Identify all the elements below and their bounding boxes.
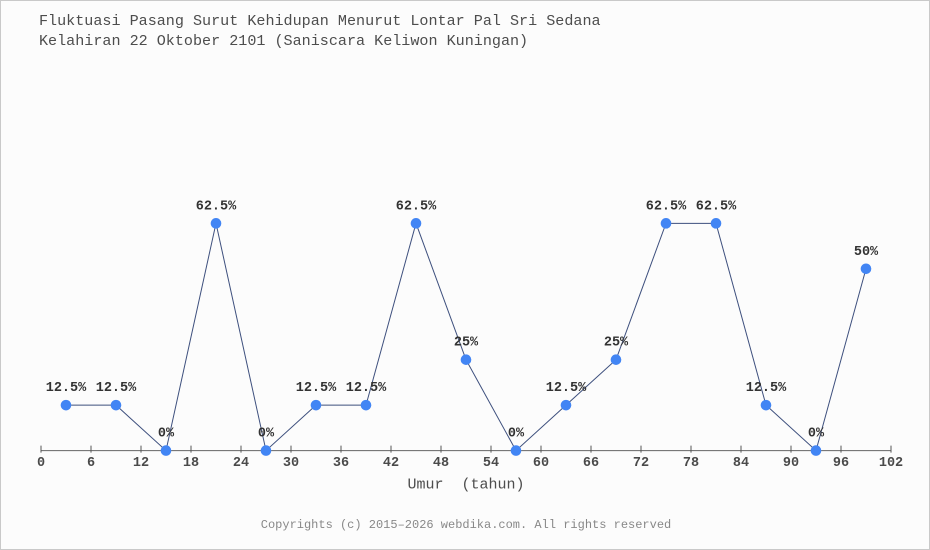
- svg-text:12.5%: 12.5%: [346, 381, 387, 396]
- svg-text:60: 60: [533, 456, 549, 471]
- svg-text:66: 66: [583, 456, 599, 471]
- svg-text:0%: 0%: [808, 427, 825, 442]
- svg-text:36: 36: [333, 456, 349, 471]
- svg-text:12.5%: 12.5%: [296, 381, 337, 396]
- svg-text:30: 30: [283, 456, 299, 471]
- svg-text:12.5%: 12.5%: [96, 381, 137, 396]
- svg-text:62.5%: 62.5%: [646, 199, 687, 214]
- svg-text:18: 18: [183, 456, 199, 471]
- svg-text:90: 90: [783, 456, 799, 471]
- svg-text:62.5%: 62.5%: [696, 199, 737, 214]
- svg-text:84: 84: [733, 456, 749, 471]
- svg-text:25%: 25%: [604, 336, 629, 351]
- svg-text:102: 102: [879, 456, 903, 471]
- svg-text:72: 72: [633, 456, 649, 471]
- svg-text:96: 96: [833, 456, 849, 471]
- svg-text:12.5%: 12.5%: [46, 381, 87, 396]
- svg-text:78: 78: [683, 456, 699, 471]
- svg-text:Umur (tahun): Umur (tahun): [407, 477, 524, 494]
- svg-text:54: 54: [483, 456, 499, 471]
- svg-text:42: 42: [383, 456, 399, 471]
- svg-text:0%: 0%: [258, 427, 275, 442]
- svg-text:50%: 50%: [854, 245, 879, 260]
- svg-text:0%: 0%: [158, 427, 175, 442]
- svg-text:0%: 0%: [508, 427, 525, 442]
- svg-text:25%: 25%: [454, 336, 479, 351]
- svg-text:0: 0: [37, 456, 45, 471]
- svg-text:12: 12: [133, 456, 149, 471]
- svg-text:48: 48: [433, 456, 449, 471]
- svg-text:6: 6: [87, 456, 95, 471]
- svg-text:12.5%: 12.5%: [546, 381, 587, 396]
- svg-text:62.5%: 62.5%: [396, 199, 437, 214]
- svg-text:12.5%: 12.5%: [746, 381, 787, 396]
- svg-text:24: 24: [233, 456, 249, 471]
- svg-text:62.5%: 62.5%: [196, 199, 237, 214]
